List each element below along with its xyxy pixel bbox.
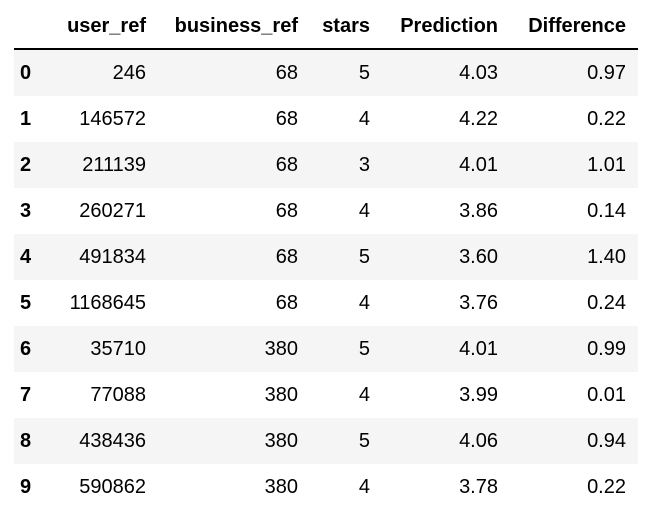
cell-difference: 0.24 xyxy=(587,291,626,314)
cell-difference: 0.99 xyxy=(587,337,626,360)
cell-business-ref: 380 xyxy=(264,429,298,452)
cell-prediction: 3.99 xyxy=(459,383,498,406)
cell-stars: 5 xyxy=(358,61,370,84)
cell-prediction: 3.86 xyxy=(459,199,498,222)
cell-business-ref: 68 xyxy=(275,291,298,314)
row-index: 3 xyxy=(20,199,32,222)
cell-difference: 0.94 xyxy=(587,429,626,452)
cell-stars: 3 xyxy=(358,153,370,176)
cell-business-ref: 68 xyxy=(275,107,298,130)
cell-prediction: 4.01 xyxy=(459,153,498,176)
cell-prediction: 3.60 xyxy=(459,245,498,268)
row-index: 0 xyxy=(20,61,32,84)
cell-user-ref: 260271 xyxy=(79,199,146,222)
cell-business-ref: 68 xyxy=(275,153,298,176)
row-index: 1 xyxy=(20,107,32,130)
table-row: 4 491834 68 5 3.60 1.40 xyxy=(14,234,638,280)
cell-stars: 5 xyxy=(358,429,370,452)
cell-stars: 4 xyxy=(358,383,370,406)
cell-prediction: 3.76 xyxy=(459,291,498,314)
cell-user-ref: 35710 xyxy=(90,337,146,360)
cell-user-ref: 491834 xyxy=(79,245,146,268)
cell-prediction: 4.22 xyxy=(459,107,498,130)
row-index: 2 xyxy=(20,153,32,176)
table-row: 7 77088 380 4 3.99 0.01 xyxy=(14,372,638,418)
column-header-prediction: Prediction xyxy=(382,4,510,50)
table-body: 0 246 68 5 4.03 0.97 1 146572 68 4 4.22 … xyxy=(14,49,638,510)
cell-difference: 0.97 xyxy=(587,61,626,84)
table-row: 2 211139 68 3 4.01 1.01 xyxy=(14,142,638,188)
cell-user-ref: 438436 xyxy=(79,429,146,452)
cell-business-ref: 380 xyxy=(264,383,298,406)
cell-business-ref: 380 xyxy=(264,475,298,498)
cell-prediction: 4.03 xyxy=(459,61,498,84)
table-row: 0 246 68 5 4.03 0.97 xyxy=(14,49,638,96)
cell-stars: 4 xyxy=(358,291,370,314)
cell-user-ref: 211139 xyxy=(82,153,146,176)
row-index: 6 xyxy=(20,337,32,360)
dataframe-table: user_ref business_ref stars Prediction D… xyxy=(14,4,638,510)
index-header xyxy=(14,4,48,50)
row-index: 9 xyxy=(20,475,32,498)
cell-stars: 4 xyxy=(358,475,370,498)
cell-user-ref: 77088 xyxy=(90,383,146,406)
cell-difference: 0.14 xyxy=(587,199,626,222)
column-header-business-ref: business_ref xyxy=(158,4,310,50)
cell-stars: 4 xyxy=(358,199,370,222)
cell-business-ref: 380 xyxy=(264,337,298,360)
row-index: 7 xyxy=(20,383,32,406)
table-row: 3 260271 68 4 3.86 0.14 xyxy=(14,188,638,234)
cell-stars: 5 xyxy=(358,245,370,268)
table-header: user_ref business_ref stars Prediction D… xyxy=(14,4,638,50)
cell-user-ref: 590862 xyxy=(79,475,146,498)
column-header-difference: Difference xyxy=(510,4,638,50)
column-header-user-ref: user_ref xyxy=(48,4,158,50)
table-row: 1 146572 68 4 4.22 0.22 xyxy=(14,96,638,142)
cell-user-ref: 1168645 xyxy=(69,291,146,314)
cell-prediction: 3.78 xyxy=(459,475,498,498)
cell-prediction: 4.06 xyxy=(459,429,498,452)
cell-stars: 4 xyxy=(358,107,370,130)
table-row: 8 438436 380 5 4.06 0.94 xyxy=(14,418,638,464)
cell-difference: 0.22 xyxy=(587,107,626,130)
header-row: user_ref business_ref stars Prediction D… xyxy=(14,4,638,50)
cell-difference: 0.01 xyxy=(587,383,626,406)
cell-prediction: 4.01 xyxy=(459,337,498,360)
cell-stars: 5 xyxy=(358,337,370,360)
cell-business-ref: 68 xyxy=(275,61,298,84)
cell-user-ref: 246 xyxy=(112,61,146,84)
row-index: 8 xyxy=(20,429,32,452)
cell-business-ref: 68 xyxy=(275,199,298,222)
table-row: 9 590862 380 4 3.78 0.22 xyxy=(14,464,638,510)
cell-difference: 0.22 xyxy=(587,475,626,498)
cell-difference: 1.40 xyxy=(587,245,626,268)
table-row: 5 1168645 68 4 3.76 0.24 xyxy=(14,280,638,326)
row-index: 5 xyxy=(20,291,32,314)
row-index: 4 xyxy=(20,245,32,268)
cell-user-ref: 146572 xyxy=(79,107,146,130)
column-header-stars: stars xyxy=(310,4,382,50)
cell-difference: 1.01 xyxy=(587,153,626,176)
cell-business-ref: 68 xyxy=(275,245,298,268)
table-row: 6 35710 380 5 4.01 0.99 xyxy=(14,326,638,372)
